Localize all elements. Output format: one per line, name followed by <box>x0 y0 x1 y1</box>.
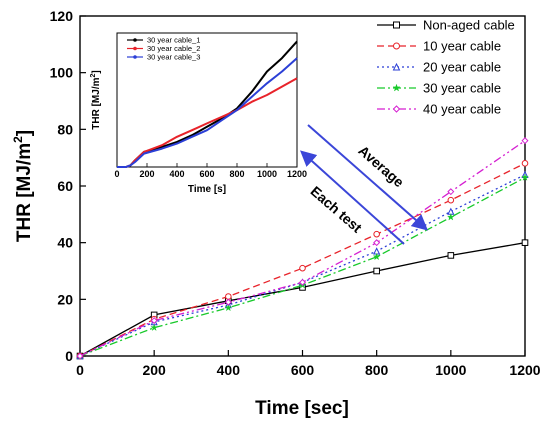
x-tick-label-4: 800 <box>365 362 389 378</box>
point-10-year-cable-6 <box>521 160 529 167</box>
legend-label-40-year-cable: 40 year cable <box>423 102 501 117</box>
inset-legend-marker-30-year-cable-1 <box>133 38 137 42</box>
annotation-arrows: Average Each test <box>300 124 429 245</box>
legend-marker-40-year-cable <box>392 105 401 113</box>
point-30-year-cable-2 <box>224 303 233 312</box>
inset-x-tick-label-6: 1200 <box>287 169 307 179</box>
inset-x-title: Time [s] <box>188 184 226 195</box>
point-40-year-cable-3 <box>298 278 307 286</box>
inset-x-tick-label-1: 200 <box>139 169 154 179</box>
point-non-aged-cable-4 <box>373 267 380 275</box>
point-10-year-cable-2 <box>225 293 232 300</box>
point-non-aged-cable-5 <box>447 252 455 259</box>
legend-marker-30-year-cable <box>392 83 401 92</box>
legend-marker-non-aged-cable <box>393 21 400 29</box>
inset-series-group <box>117 40 298 168</box>
inset-chart: 0 200 400 600 800 1000 1200 30 year cable_130 … <box>90 32 307 195</box>
series-line-non-aged-cable <box>79 242 526 357</box>
inset-x-tick-label-3: 600 <box>199 169 214 179</box>
point-40-year-cable-2 <box>224 298 232 306</box>
legend-marker-10-year-cable <box>393 42 400 50</box>
legend: Non-aged cable 10 year cable 20 year cable… <box>377 18 515 117</box>
y-axis-title-group: THR [MJ/m2] <box>11 130 35 242</box>
inset-x-tick-label-5: 1000 <box>257 169 277 179</box>
annotation-each-test: Each test <box>308 183 366 236</box>
y-tick-label-1: 20 <box>57 291 73 307</box>
legend-label-30-year-cable: 30 year cable <box>423 81 501 96</box>
point-10-year-cable-4 <box>373 230 380 238</box>
y-axis-title-end: ] <box>14 130 35 136</box>
inset-y-title-main: THR [MJ/m <box>91 77 102 129</box>
inset-x-tick-label-2: 400 <box>169 169 184 179</box>
inset-frame <box>116 32 298 168</box>
x-tick-label-1: 200 <box>142 362 166 378</box>
point-30-year-cable-4 <box>372 252 381 261</box>
inset-y-title-sup: 2 <box>90 74 97 78</box>
inset-legend: 30 year cable_130 year cable_230 year ca… <box>127 36 200 62</box>
point-40-year-cable-5 <box>447 188 455 196</box>
point-40-year-cable-0 <box>76 352 84 360</box>
point-30-year-cable-6 <box>520 173 530 181</box>
y-tick-label-6: 120 <box>50 8 74 24</box>
point-non-aged-cable-6 <box>521 239 529 246</box>
y-tick-label-5: 100 <box>50 65 74 81</box>
legend-label-non-aged-cable: Non-aged cable <box>423 18 515 33</box>
inset-series-line-30-year-cable-3 <box>117 57 298 168</box>
point-30-year-cable-5 <box>446 212 455 221</box>
inset-y-title-end: ] <box>91 70 102 73</box>
inset-x-tick-label-4: 800 <box>229 169 244 179</box>
y-tick-label-3: 60 <box>57 178 73 194</box>
main-series-group <box>75 137 530 360</box>
annotation-average: Average <box>355 142 407 190</box>
legend-label-20-year-cable: 20 year cable <box>423 60 501 75</box>
x-tick-label-3: 600 <box>291 362 315 378</box>
x-tick-label-5: 1000 <box>435 362 466 378</box>
legend-marker-20-year-cable <box>392 62 401 71</box>
point-10-year-cable-3 <box>299 264 306 272</box>
y-tick-label-4: 80 <box>57 121 73 137</box>
series-line-10-year-cable <box>79 162 526 357</box>
point-40-year-cable-6 <box>521 137 529 145</box>
point-40-year-cable-1 <box>150 317 158 325</box>
each-test-arrow <box>300 150 405 245</box>
inset-x-tick-label-0: 0 <box>114 169 119 179</box>
point-30-year-cable-1 <box>150 323 159 332</box>
point-10-year-cable-5 <box>447 196 455 204</box>
y-tick-label-0: 0 <box>65 348 73 364</box>
y-axis-title-sup: 2 <box>11 136 25 143</box>
x-axis-title: Time [sec] <box>255 398 349 419</box>
inset-legend-marker-30-year-cable-2 <box>133 46 137 51</box>
inset-legend-label-30-year-cable-2: 30 year cable_2 <box>147 44 200 53</box>
inset-legend-label-30-year-cable-1: 30 year cable_1 <box>147 36 200 45</box>
average-arrow <box>307 124 429 231</box>
y-axis-title-main: THR [MJ/m <box>14 143 35 242</box>
inset-legend-label-30-year-cable-3: 30 year cable_3 <box>147 53 200 62</box>
y-tick-label-2: 40 <box>57 235 73 251</box>
point-40-year-cable-4 <box>373 239 381 247</box>
inset-legend-marker-30-year-cable-3 <box>133 55 137 59</box>
x-tick-label-0: 0 <box>76 362 84 378</box>
legend-label-10-year-cable: 10 year cable <box>423 39 501 54</box>
inset-axes: 0 200 400 600 800 1000 1200 <box>114 163 307 179</box>
y-axis-title: THR [MJ/m2] <box>11 130 35 242</box>
x-tick-label-6: 1200 <box>509 362 540 378</box>
inset-y-title-group: THR [MJ/m2] <box>90 70 102 129</box>
x-tick-label-2: 400 <box>217 362 241 378</box>
inset-y-title: THR [MJ/m2] <box>90 70 102 129</box>
